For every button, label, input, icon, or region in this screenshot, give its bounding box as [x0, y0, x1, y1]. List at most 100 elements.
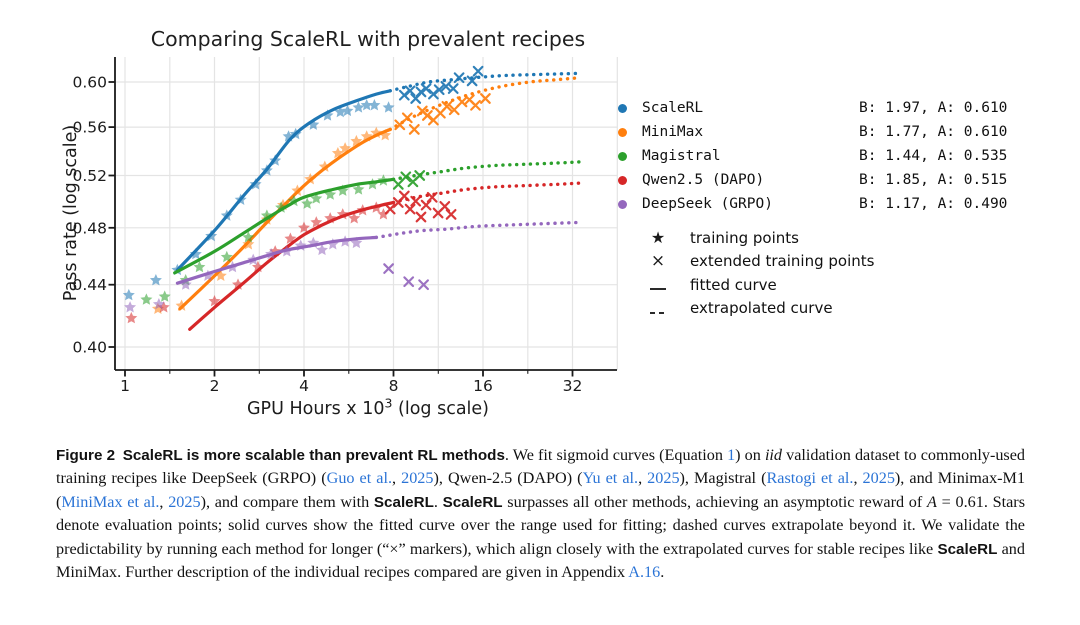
caption-text: surpasses all other methods, achieving a… [502, 492, 928, 511]
caption-text: . [660, 563, 665, 582]
y-axis-label: Pass rate (log scale) [61, 125, 81, 301]
caption-bold-text: ScaleRL [442, 493, 503, 511]
fitted-curve [188, 200, 396, 331]
marker-legend-entry: ★ training points [596, 226, 1068, 250]
axes [108, 57, 617, 377]
caption-text: ) on [735, 446, 765, 464]
caption-text: ), Magistral ( [679, 469, 767, 488]
caption-bold-text: ScaleRL [937, 540, 998, 558]
citation-link[interactable]: Guo et al. [326, 469, 393, 488]
extrapolated-curve [391, 181, 582, 205]
caption-bold-text: Figure 2 [56, 447, 123, 464]
star-markers [125, 201, 390, 324]
series-DeepSeek-GRPO [124, 220, 582, 313]
caption-text: , [392, 469, 402, 488]
citation-link[interactable]: MiniMax et al. [61, 492, 160, 511]
citation-link[interactable]: Rastogi et al. [766, 469, 854, 488]
svg-text:4: 4 [299, 377, 309, 395]
extrapolated-curve [391, 160, 582, 181]
marker-legend-entry: × extended training points [596, 250, 1068, 274]
axis-text: 1 2 4 8 16 32 0.40 0.44 0.48 0.52 0.56 0.60 GPU Hour… [61, 27, 585, 419]
legend-series-name: Magistral [642, 148, 721, 164]
svg-text:1: 1 [120, 377, 130, 395]
marker-legend-entry: extrapolated curve [596, 297, 1068, 321]
caption-bold-text: ScaleRL [373, 493, 434, 511]
svg-text:0.56: 0.56 [72, 119, 107, 137]
caption-text: and MiniMax. Further description of the … [56, 539, 1025, 582]
cross-marker-icon: × [650, 251, 666, 272]
caption-text: ), Qwen-2.5 (DAPO) ( [433, 469, 583, 488]
legend-entry: Magistral B: 1.44, A: 0.535 [596, 144, 1068, 168]
citation-link[interactable]: 2025 [168, 492, 201, 511]
legend-series-params: B: 1.97, A: 0.610 [859, 100, 1008, 116]
legend-dot-icon [618, 175, 627, 185]
scaling-chart: 1 2 4 8 16 32 0.40 0.44 0.48 0.52 0.56 0.60 GPU Hour… [61, 27, 618, 419]
legend-entry: MiniMax B: 1.77, A: 0.610 [596, 120, 1068, 144]
star-marker-icon: ★ [650, 228, 666, 248]
cross-markers [392, 170, 426, 190]
cross-markers [398, 65, 484, 104]
marker-legend-label: extended training points [690, 252, 875, 271]
svg-text:0.52: 0.52 [72, 167, 107, 185]
extrapolated-curve [388, 71, 582, 93]
svg-text:8: 8 [389, 377, 399, 395]
extrapolated-curve [388, 76, 582, 132]
caption-italic-text: iid [764, 446, 783, 464]
x-axis-label: GPU Hours x 103 (log scale) [247, 396, 489, 420]
legend-entry: ScaleRL B: 1.97, A: 0.610 [596, 96, 1068, 120]
citation-link[interactable]: Yu et al. [582, 469, 639, 488]
fitted-curve [175, 89, 392, 272]
chart-marker-legend: ★ training points × extended training point… [596, 226, 1068, 320]
caption-text: ), and compare them with [200, 492, 374, 511]
citation-link[interactable]: 2025 [647, 469, 680, 488]
legend-dot-icon [618, 103, 627, 113]
legend-series-name: ScaleRL [642, 100, 704, 116]
series-ScaleRL [122, 65, 582, 301]
caption-text: , [853, 469, 863, 488]
legend-series-name: MiniMax [642, 124, 704, 140]
svg-text:0.60: 0.60 [72, 74, 107, 92]
fitted-curve [175, 235, 378, 285]
legend-dot-icon [618, 151, 627, 161]
caption-text: = 0.61. Stars denote evaluation points; … [56, 492, 1025, 558]
fitted-curve [178, 127, 392, 311]
series-MiniMax [151, 76, 582, 314]
marker-legend-entry: fitted curve [596, 273, 1068, 297]
chart-title: Comparing ScaleRL with prevalent recipes [151, 27, 585, 51]
dashed-marker-icon [643, 299, 673, 318]
marker-legend-label: training points [690, 228, 799, 247]
svg-text:0.40: 0.40 [72, 339, 107, 357]
legend-series-params: B: 1.77, A: 0.610 [859, 124, 1008, 140]
svg-text:0.44: 0.44 [72, 276, 107, 294]
legend-dot-icon [618, 199, 627, 209]
svg-text:2: 2 [210, 377, 220, 395]
citation-link[interactable]: 1 [727, 446, 736, 464]
minor-ticks [169, 370, 529, 374]
citation-link[interactable]: 2025 [401, 469, 434, 488]
citation-link[interactable]: 2025 [862, 469, 895, 488]
svg-text:0.48: 0.48 [72, 219, 107, 237]
legend-series-name: DeepSeek (GRPO) [642, 196, 773, 212]
cross-markers [384, 190, 457, 223]
legend-series-params: B: 1.17, A: 0.490 [859, 196, 1008, 212]
extrapolated-curve [374, 220, 582, 240]
series-group [122, 65, 582, 331]
legend-series-params: B: 1.44, A: 0.535 [859, 148, 1008, 164]
marker-legend-label: fitted curve [690, 275, 777, 294]
caption-text: . We fit sigmoid curves (Equation [504, 446, 728, 464]
solid-marker-icon [643, 275, 673, 294]
caption-text: ), and Minimax-M1 ( [56, 469, 1026, 511]
cross-markers [394, 93, 491, 135]
caption-text: . [433, 492, 443, 511]
caption-text: , [638, 469, 648, 488]
caption-bold-text: ScaleRL is more scalable than prevalent … [122, 447, 505, 464]
caption-text: , [159, 492, 169, 511]
svg-text:16: 16 [473, 377, 493, 395]
legend-entry: Qwen2.5 (DAPO) B: 1.85, A: 0.515 [596, 168, 1068, 192]
legend-dot-icon [618, 127, 627, 137]
cross-markers [383, 263, 429, 291]
citation-link[interactable]: A.16 [628, 563, 661, 582]
fitted-curve [173, 177, 396, 275]
caption-italic-text: A [927, 492, 937, 511]
